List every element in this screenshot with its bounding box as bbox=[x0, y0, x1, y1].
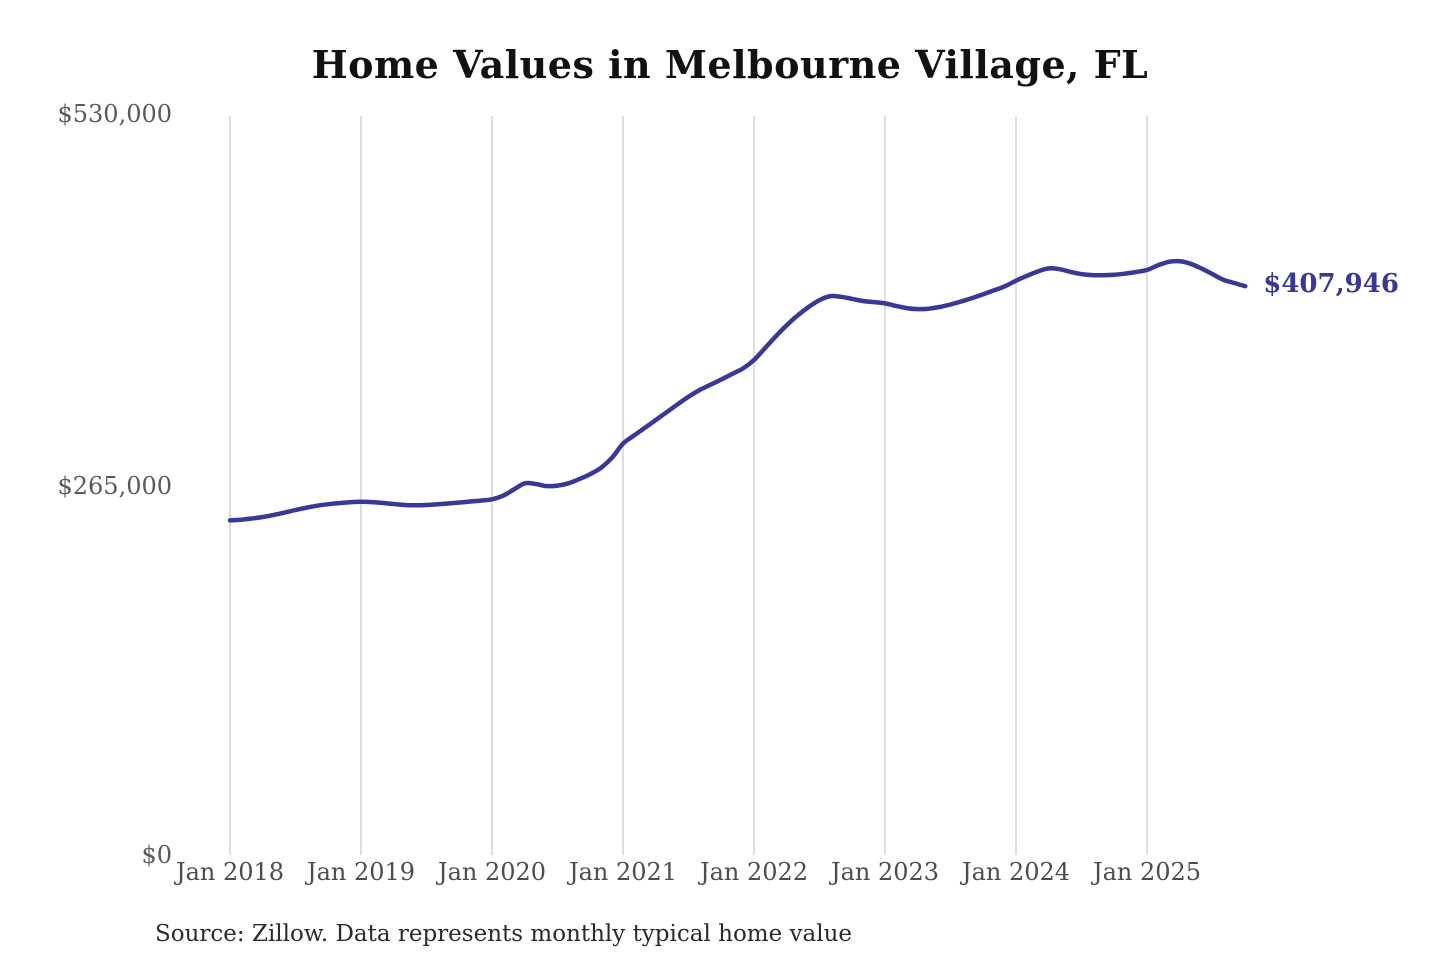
y-axis-tick-0: $0 bbox=[141, 841, 172, 869]
x-axis-tick-jan-2024: Jan 2024 bbox=[961, 858, 1071, 886]
y-axis-tick-530000: $530,000 bbox=[57, 100, 172, 128]
x-axis-tick-jan-2018: Jan 2018 bbox=[175, 858, 285, 886]
home-value-line bbox=[227, 258, 1248, 523]
x-axis-tick-jan-2020: Jan 2020 bbox=[437, 858, 547, 886]
x-axis-tick-jan-2025: Jan 2025 bbox=[1092, 858, 1202, 886]
line-end-value-label: $407,946 bbox=[1263, 269, 1399, 300]
x-axis-tick-jan-2021: Jan 2021 bbox=[568, 858, 678, 886]
y-axis-tick-265000: $265,000 bbox=[57, 472, 172, 500]
x-axis-tick-jan-2022: Jan 2022 bbox=[699, 858, 809, 886]
x-axis-tick-jan-2019: Jan 2019 bbox=[306, 858, 416, 886]
x-axis-tick-jan-2023: Jan 2023 bbox=[830, 858, 940, 886]
page-title: Home Values in Melbourne Village, FL bbox=[311, 42, 1149, 87]
source-note: Source: Zillow. Data represents monthly … bbox=[155, 921, 853, 947]
